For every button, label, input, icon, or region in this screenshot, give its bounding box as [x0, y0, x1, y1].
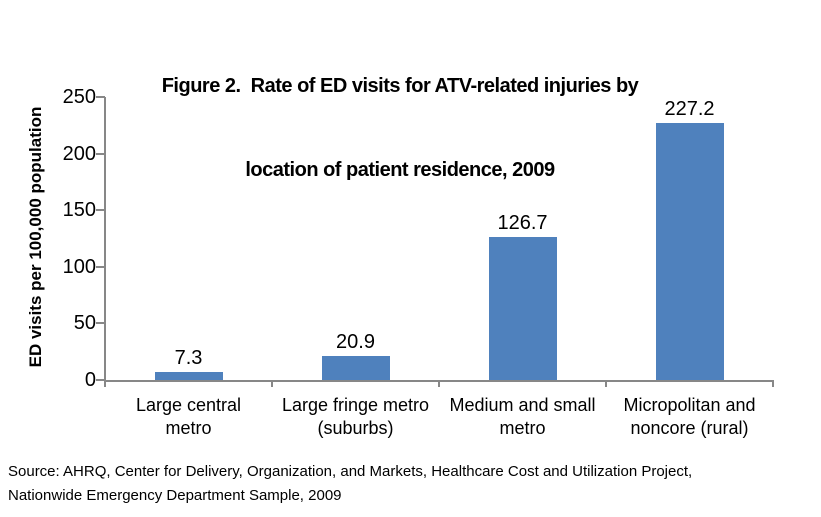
chart-title-line2: location of patient residence, 2009 [245, 159, 555, 181]
y-tick-label: 0 [84, 369, 96, 391]
y-tick-label: 250 [62, 86, 96, 108]
x-category-label-line: (suburbs) [317, 418, 394, 438]
y-axis-line [104, 97, 106, 381]
x-tick-mark [772, 380, 774, 387]
y-tick-label: 50 [73, 312, 96, 335]
x-tick-mark [438, 380, 440, 387]
x-tick-mark [271, 380, 273, 387]
bar [488, 236, 557, 380]
x-category-label-line: Large fringe metro [281, 395, 430, 415]
bar-value-label: 7.3 [174, 346, 203, 369]
x-category-label: Micropolitan and noncore (rural) [602, 394, 778, 440]
x-category-label-line: metro [499, 418, 546, 438]
x-category-label: Large fringe metro (suburbs) [268, 394, 444, 440]
y-tick-mark [96, 152, 105, 155]
chart-title: Figure 2. Rate of ED visits for ATV-rela… [0, 16, 800, 240]
y-tick-mark [96, 96, 105, 98]
bar [154, 371, 223, 380]
y-tick-mark [96, 265, 105, 268]
y-tick-label: 200 [62, 142, 96, 165]
x-tick-mark [605, 380, 607, 387]
source-note: Source: AHRQ, Center for Delivery, Organ… [8, 463, 693, 504]
x-category-label-line: Micropolitan and [623, 395, 756, 415]
x-tick-mark [104, 380, 106, 387]
bar [321, 356, 390, 380]
x-category-label-line: Medium and small [449, 395, 596, 415]
y-tick-mark [96, 322, 105, 325]
bar-value-label: 126.7 [497, 211, 548, 234]
x-category-label-line: metro [165, 418, 212, 438]
x-category-label: Large central metro [101, 394, 277, 440]
y-tick-mark [96, 209, 105, 212]
x-category-label-line: Large central [135, 395, 242, 415]
y-tick-mark [96, 379, 105, 381]
x-category-label: Medium and small metro [435, 394, 611, 440]
y-tick-label: 100 [62, 255, 96, 278]
bar [655, 122, 724, 380]
chart-title-line1: Figure 2. Rate of ED visits for ATV-rela… [161, 75, 639, 97]
bar-value-label: 20.9 [336, 331, 375, 354]
y-tick-label: 150 [62, 199, 96, 222]
bar-value-label: 227.2 [664, 97, 715, 120]
y-axis-title: ED visits per 100,000 population [26, 106, 45, 368]
x-category-label-line: noncore (rural) [630, 418, 749, 438]
